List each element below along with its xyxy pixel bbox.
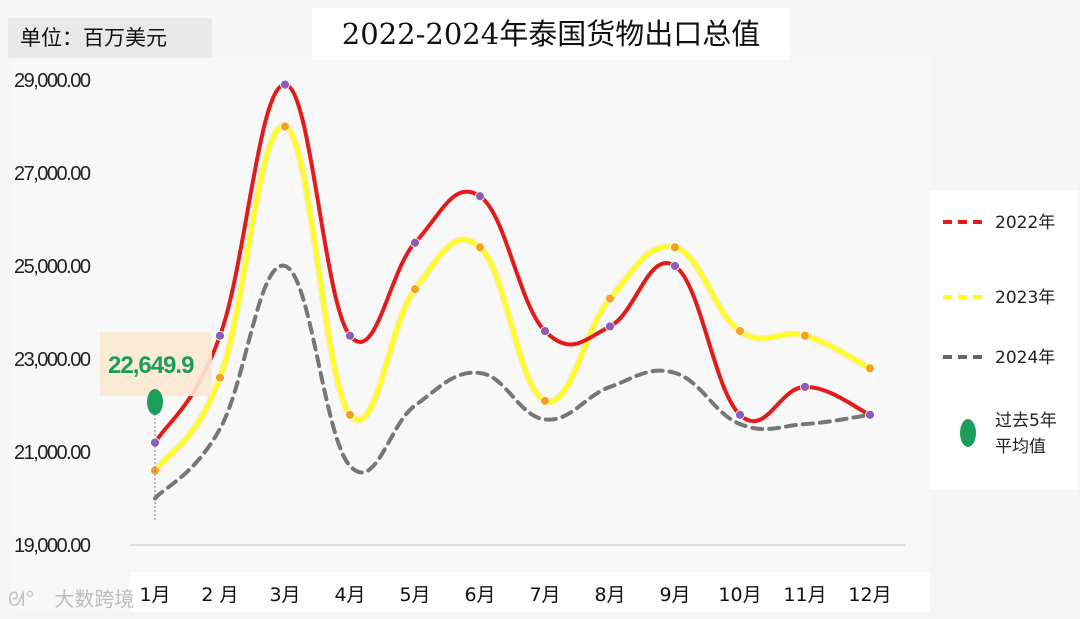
data-point <box>670 242 680 253</box>
x-tick-label: 7月 <box>529 584 560 606</box>
x-tick-label: 3月 <box>269 584 300 606</box>
data-point <box>215 330 225 341</box>
x-tick-label: 9月 <box>659 584 690 606</box>
y-tick-label: 27,000.00 <box>14 163 91 185</box>
x-tick-label: 4月 <box>334 584 365 606</box>
y-tick-label: 23,000.00 <box>14 349 91 371</box>
weibo-logo-icon: ᘛ° <box>8 587 36 611</box>
data-point <box>475 242 485 253</box>
data-point <box>605 293 615 304</box>
data-point <box>735 326 745 337</box>
x-tick-label: 10月 <box>718 584 761 606</box>
y-tick-label: 25,000.00 <box>14 256 91 278</box>
data-point <box>605 321 615 332</box>
series-line <box>153 263 872 501</box>
watermark: ᘛ° 大数跨境 <box>8 583 134 612</box>
average-label-box <box>100 332 212 396</box>
axis-layer: 19,000.00 21,000.00 23,000.00 25,000.00 27,0… <box>14 70 905 606</box>
x-axis-band <box>130 572 930 612</box>
data-point <box>670 261 680 271</box>
x-tick-label: 1月 <box>139 584 170 606</box>
data-point <box>800 330 810 341</box>
series-line <box>153 82 871 444</box>
data-point <box>280 121 290 132</box>
data-point <box>540 326 550 337</box>
data-point <box>215 372 225 383</box>
average-layer: 22,649.9 <box>100 332 212 520</box>
x-tick-label: 6月 <box>464 584 495 606</box>
watermark-text: 大数跨境 <box>54 587 135 611</box>
y-tick-label: 19,000.00 <box>14 535 91 557</box>
legend-average-icon <box>960 419 976 447</box>
unit-label: 单位：百万美元 <box>8 18 212 58</box>
legend-label: 2023年 <box>995 288 1055 308</box>
x-tick-label: 2 月 <box>201 584 238 606</box>
x-tick-label: 11月 <box>783 584 826 606</box>
average-value-label: 22,649.9 <box>108 352 194 379</box>
data-point <box>410 237 420 248</box>
series-2022年 <box>150 79 875 448</box>
x-tick-label: 8月 <box>594 584 625 606</box>
series-2023年 <box>150 121 875 476</box>
legend-label: 平均值 <box>995 437 1046 457</box>
legend-label: 2024年 <box>995 348 1055 368</box>
data-point <box>280 79 290 90</box>
data-point <box>800 381 810 392</box>
series-2024年 <box>153 263 872 501</box>
legend-label: 过去5年 <box>995 411 1057 431</box>
x-tick-label: 5月 <box>399 584 430 606</box>
legend-panel <box>930 190 1078 490</box>
y-tick-label: 21,000.00 <box>14 442 91 464</box>
data-point <box>865 409 875 420</box>
data-point <box>345 409 355 420</box>
y-tick-label: 29,000.00 <box>14 70 91 92</box>
data-point <box>410 284 420 295</box>
series-layer <box>150 79 875 501</box>
data-point <box>735 409 745 420</box>
legend-label: 2022年 <box>995 213 1055 233</box>
x-tick-label: 12月 <box>848 584 891 606</box>
data-point <box>475 191 485 202</box>
data-point <box>865 363 875 374</box>
series-line <box>153 124 871 472</box>
average-marker <box>147 389 163 415</box>
chart-title: 2022-2024年泰国货物出口总值 <box>312 8 790 60</box>
data-point <box>345 330 355 341</box>
data-point <box>540 395 550 406</box>
